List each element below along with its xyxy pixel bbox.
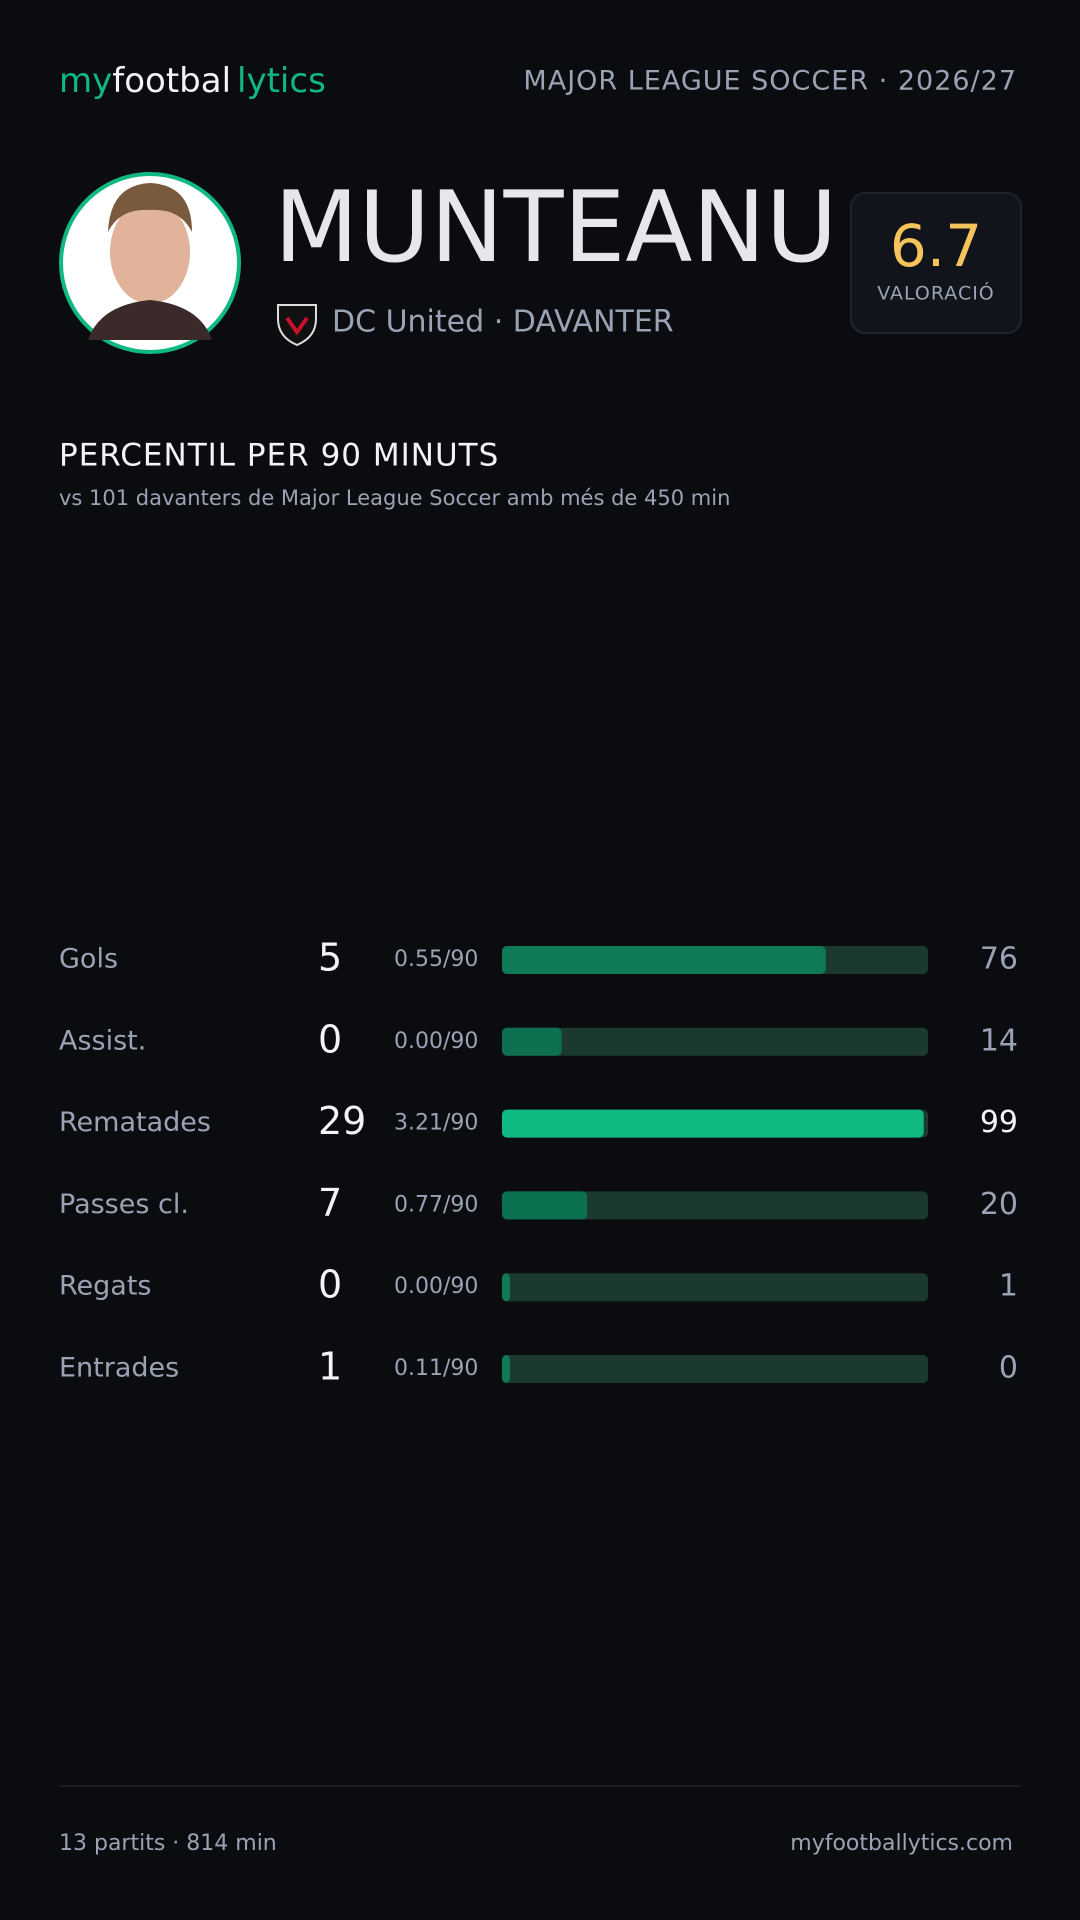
rating-value: 6.7 bbox=[890, 212, 982, 280]
logo-part: footbal bbox=[112, 61, 231, 101]
section-subtitle: vs 101 davanters de Major League Soccer … bbox=[59, 486, 730, 510]
team-position: DC United · DAVANTER bbox=[332, 305, 674, 340]
bar-track bbox=[502, 1355, 928, 1383]
per90-label: 3.21/90 bbox=[394, 1111, 478, 1136]
per90-label: 0.11/90 bbox=[394, 1356, 478, 1381]
logo: myfootbal lytics bbox=[59, 61, 326, 101]
player-photo bbox=[59, 172, 241, 354]
stat-total: 0 bbox=[318, 1263, 342, 1307]
stat-label: Assist. bbox=[59, 1025, 146, 1056]
stat-label: Rematades bbox=[59, 1107, 211, 1138]
bar-track bbox=[502, 1191, 928, 1220]
per90-label: 0.00/90 bbox=[394, 1274, 478, 1299]
percentile-label: 76 bbox=[980, 942, 1018, 977]
percentile-label: 1 bbox=[999, 1269, 1018, 1304]
footer-site: myfootballytics.com bbox=[790, 1831, 1013, 1856]
bar bbox=[502, 946, 826, 974]
stat-total: 29 bbox=[318, 1099, 366, 1143]
stat-label: Regats bbox=[59, 1271, 152, 1302]
percentile-label: 99 bbox=[980, 1105, 1018, 1140]
rating-box bbox=[850, 192, 1022, 334]
percentile-label: 14 bbox=[980, 1023, 1018, 1058]
rating-label: VALORACIÓ bbox=[877, 281, 995, 305]
bar-track bbox=[502, 1027, 928, 1056]
percentile-label: 20 bbox=[980, 1187, 1018, 1222]
competition: MAJOR LEAGUE SOCCER · 2026/27 bbox=[523, 66, 1017, 97]
bar bbox=[502, 1355, 510, 1383]
player-name: MUNTEANU bbox=[274, 171, 837, 285]
bar bbox=[502, 1027, 562, 1056]
per90-label: 0.77/90 bbox=[394, 1192, 478, 1217]
stat-total: 0 bbox=[318, 1017, 342, 1061]
per90-label: 0.00/90 bbox=[394, 1029, 478, 1054]
logo-part: lytics bbox=[237, 61, 326, 101]
stat-total: 5 bbox=[318, 936, 342, 980]
stat-total: 7 bbox=[318, 1181, 342, 1225]
team-crest bbox=[277, 304, 317, 347]
logo-part: my bbox=[59, 61, 112, 101]
stat-label: Passes cl. bbox=[59, 1189, 189, 1220]
bar bbox=[502, 1191, 588, 1220]
section-title: PERCENTIL PER 90 MINUTS bbox=[59, 438, 499, 474]
stat-label: Gols bbox=[59, 944, 118, 975]
bar bbox=[502, 1273, 510, 1302]
per90-label: 0.55/90 bbox=[394, 947, 478, 972]
percentile-label: 0 bbox=[999, 1351, 1018, 1386]
bar-track bbox=[502, 1273, 928, 1302]
bar bbox=[502, 1109, 924, 1138]
stat-label: Entrades bbox=[59, 1353, 179, 1384]
footer-stats: 13 partits · 814 min bbox=[59, 1831, 277, 1856]
stat-total: 1 bbox=[318, 1345, 342, 1389]
